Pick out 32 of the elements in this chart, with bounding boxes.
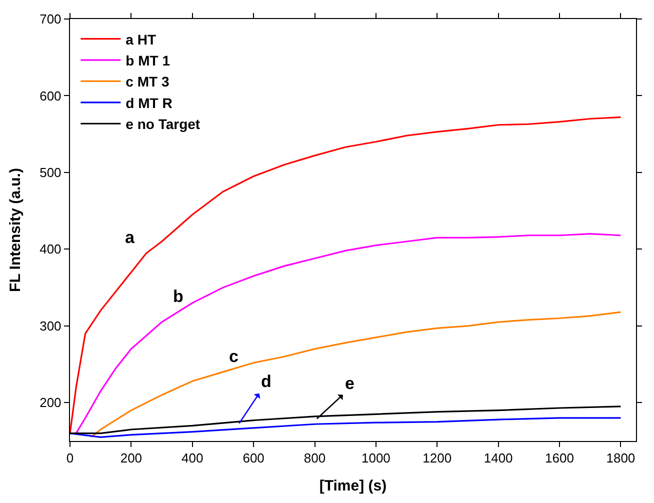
x-tick-label: 0 [66, 450, 74, 466]
legend-label: c MT 3 [126, 74, 170, 90]
y-tick-label: 300 [40, 318, 62, 334]
legend-label: e no Target [126, 116, 200, 132]
line-series [70, 417, 622, 438]
annotation: c [229, 347, 238, 366]
legend-label: d MT R [126, 94, 172, 111]
y-tick-label: 600 [40, 88, 62, 104]
line-series [90, 311, 622, 438]
legend-label: a HT [126, 31, 156, 48]
y-tick-label: 200 [40, 395, 62, 410]
x-tick-label: 200 [120, 450, 142, 466]
annotation: d [261, 372, 272, 391]
y-axis-title: FL Intensity (a.u.) [6, 168, 24, 292]
x-tick-label: 1800 [606, 450, 636, 466]
x-tick-label: 600 [242, 450, 264, 466]
line-series [75, 233, 622, 434]
y-tick-label: 700 [40, 12, 62, 27]
legend-label: b MT 1 [126, 52, 170, 68]
annotation: a [125, 228, 135, 247]
annotation: e [345, 374, 354, 393]
line-series [70, 116, 622, 434]
y-tick-label: 400 [40, 242, 62, 257]
x-tick-label: 1400 [484, 450, 513, 466]
x-tick-label: 1000 [361, 450, 390, 466]
x-tick-label: 1600 [545, 450, 574, 466]
x-axis-title: [Time] (s) [319, 478, 387, 495]
y-tick-label: 500 [40, 165, 62, 180]
annotation: b [173, 287, 184, 306]
x-tick-label: 400 [182, 450, 204, 466]
x-tick-label: 800 [304, 450, 326, 466]
x-tick-label: 1200 [422, 450, 452, 466]
